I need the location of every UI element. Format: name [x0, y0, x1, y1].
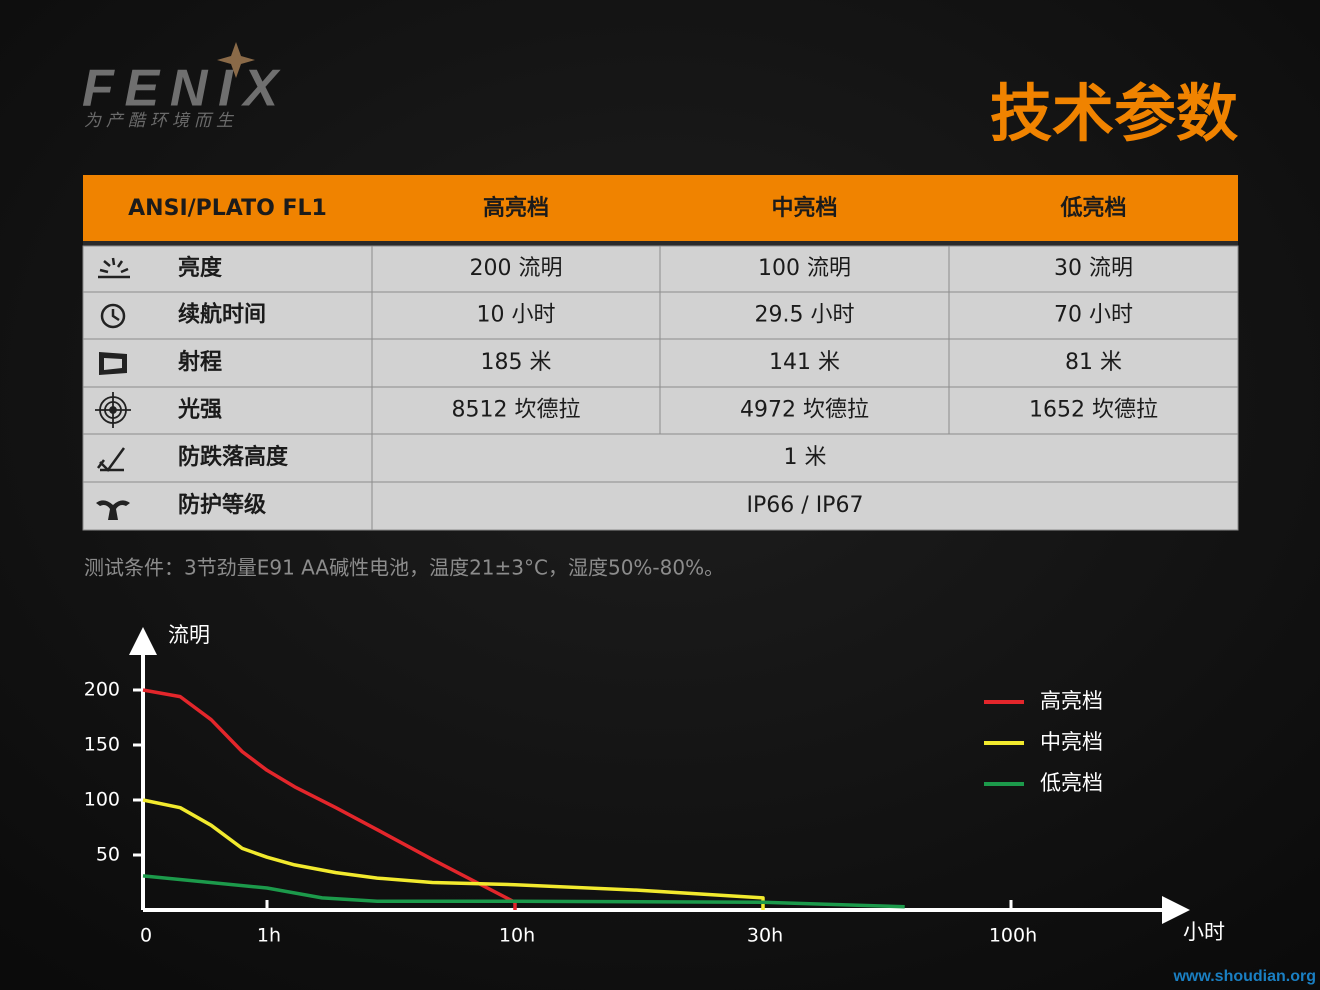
- cell-value: 10 小时: [477, 303, 556, 328]
- icon-water: [96, 500, 130, 520]
- legend-label: 中亮档: [1040, 730, 1103, 754]
- cell-value: 70 小时: [1054, 303, 1133, 328]
- y-axis-label: 流明: [168, 623, 210, 647]
- cell-value: 200 流明: [470, 256, 563, 281]
- x-tick-label: 0: [140, 925, 152, 947]
- x-axis-arrow: [1162, 896, 1190, 924]
- table-row-bg: [82, 433, 1239, 483]
- row-label: 防护等级: [178, 492, 266, 518]
- y-tick-label: 150: [84, 734, 120, 756]
- row-label: 防跌落高度: [178, 444, 289, 470]
- y-tick-label: 100: [84, 789, 120, 811]
- cell-value: IP66 / IP67: [747, 493, 864, 518]
- slogan: 为产酷环境而生: [84, 111, 238, 131]
- y-axis-arrow: [129, 627, 157, 655]
- y-tick-label: 50: [96, 844, 120, 866]
- cell-value: 29.5 小时: [755, 303, 855, 328]
- x-tick-label: 30h: [747, 925, 783, 947]
- legend-label: 高亮档: [1040, 689, 1103, 713]
- series-line: [142, 688, 517, 910]
- y-tick-label: 200: [84, 679, 120, 701]
- x-axis-label: 小时: [1183, 920, 1225, 944]
- cell-value: 81 米: [1065, 350, 1122, 375]
- table-header-bg: [83, 175, 1238, 243]
- row-icons: [95, 257, 131, 520]
- table-header-rule: [83, 241, 1238, 246]
- test-note: 测试条件：3节劲量E91 AA碱性电池，温度21±3°C，湿度50%-80%。: [84, 556, 724, 580]
- watermark: www.shoudian.org: [1172, 968, 1316, 985]
- icon-drop: [97, 447, 126, 472]
- column-header: ANSI/PLATO FL1: [128, 196, 327, 221]
- cell-value: 141 米: [769, 350, 840, 375]
- x-tick-label: 100h: [989, 925, 1037, 947]
- cell-value: 30 流明: [1054, 256, 1133, 281]
- icon-intensity: [95, 392, 131, 428]
- cell-value: 1652 坎德拉: [1029, 398, 1158, 423]
- table-row-bg: [82, 481, 1239, 531]
- cell-value: 185 米: [481, 350, 552, 375]
- cell-value: 8512 坎德拉: [452, 398, 581, 423]
- logo: FENIX: [82, 60, 281, 118]
- icon-brightness: [98, 257, 130, 279]
- icon-clock: [100, 303, 126, 329]
- series-line: [142, 874, 905, 909]
- row-label: 光强: [177, 398, 222, 423]
- row-label: 亮度: [178, 255, 223, 281]
- cell-value: 1 米: [784, 445, 827, 470]
- series-line: [142, 798, 765, 910]
- row-label: 续航时间: [178, 302, 266, 328]
- column-header: 高亮档: [483, 195, 549, 221]
- x-tick-label: 1h: [257, 925, 281, 947]
- column-header: 中亮档: [771, 195, 837, 221]
- legend-label: 低亮档: [1040, 771, 1103, 795]
- icon-throw: [99, 352, 127, 375]
- column-header: 低亮档: [1059, 195, 1126, 221]
- page-title: 技术参数: [990, 77, 1238, 150]
- cell-value: 4972 坎德拉: [740, 398, 869, 423]
- x-tick-label: 10h: [499, 925, 535, 947]
- cell-value: 100 流明: [758, 256, 851, 281]
- row-label: 射程: [177, 349, 222, 375]
- logo-star: [217, 42, 255, 78]
